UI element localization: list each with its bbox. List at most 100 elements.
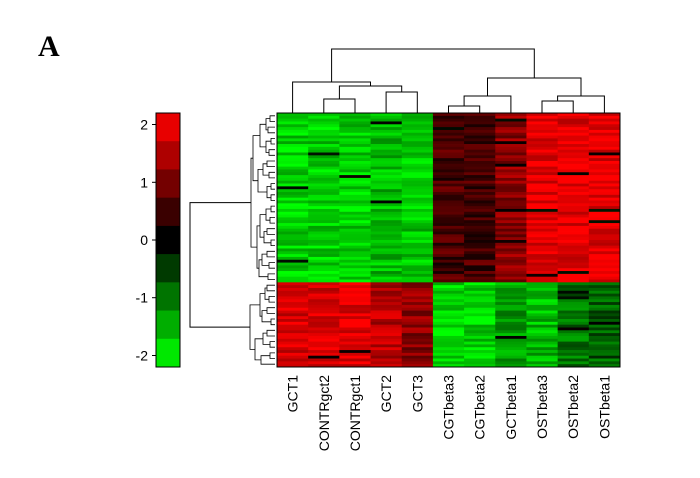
heatmap-cell bbox=[526, 296, 559, 300]
heatmap-cell bbox=[464, 352, 496, 357]
heatmap-cell bbox=[308, 293, 340, 297]
heatmap-cell bbox=[432, 344, 465, 348]
heatmap-cell bbox=[526, 186, 559, 190]
heatmap-cell bbox=[432, 225, 465, 230]
heatmap-cell bbox=[432, 234, 465, 238]
heatmap-cell bbox=[588, 220, 621, 224]
heatmap-cell bbox=[339, 296, 371, 300]
heatmap-cell bbox=[557, 262, 590, 266]
heatmap-cell bbox=[495, 203, 527, 207]
heatmap-cell bbox=[401, 183, 434, 187]
heatmap-cell bbox=[464, 234, 496, 238]
heatmap-cell bbox=[495, 234, 527, 238]
heatmap-cell bbox=[339, 208, 371, 213]
column-label: GCT2 bbox=[378, 375, 394, 413]
dendrogram-link bbox=[259, 123, 266, 148]
heatmap-cell bbox=[339, 225, 371, 230]
heatmap-cell bbox=[588, 132, 621, 136]
heatmap-cell bbox=[495, 225, 527, 230]
heatmap-cell bbox=[401, 256, 434, 261]
heatmap-cell bbox=[495, 169, 527, 173]
heatmap-cell bbox=[432, 313, 465, 317]
heatmap-cell bbox=[339, 186, 371, 190]
heatmap-cell bbox=[370, 341, 403, 345]
heatmap-cell bbox=[526, 358, 559, 362]
heatmap-cell bbox=[588, 217, 621, 221]
heatmap-cell bbox=[526, 313, 559, 317]
heatmap-cell bbox=[557, 307, 590, 311]
heatmap-cell bbox=[464, 228, 496, 232]
heatmap-cell bbox=[370, 158, 403, 162]
heatmap-cell bbox=[370, 335, 403, 340]
heatmap-cell bbox=[526, 245, 559, 249]
heatmap-cell bbox=[370, 290, 403, 295]
heatmap-cell bbox=[277, 132, 309, 136]
heatmap-cell bbox=[557, 271, 590, 275]
heatmap-cell bbox=[588, 341, 621, 345]
heatmap-cell bbox=[277, 237, 309, 241]
heatmap-cell bbox=[588, 183, 621, 187]
heatmap-cell bbox=[339, 358, 371, 362]
heatmap-cell bbox=[308, 206, 340, 210]
heatmap-cell bbox=[526, 251, 559, 255]
heatmap-cell bbox=[588, 293, 621, 297]
heatmap-cell bbox=[339, 259, 371, 263]
heatmap-cell bbox=[277, 254, 309, 258]
heatmap-cell bbox=[308, 231, 340, 235]
heatmap-cell bbox=[588, 160, 621, 165]
heatmap-cell bbox=[464, 180, 496, 184]
heatmap-cell bbox=[277, 350, 309, 354]
heatmap-cell bbox=[370, 304, 403, 309]
heatmap-cell bbox=[464, 124, 496, 128]
heatmap-cell bbox=[557, 290, 590, 295]
column-label: CONTRgct2 bbox=[316, 375, 332, 451]
heatmap-cell bbox=[526, 172, 559, 176]
heatmap-cell bbox=[339, 155, 371, 159]
heatmap-cell bbox=[339, 223, 371, 227]
colorbar-tick-label: 0 bbox=[140, 232, 148, 248]
heatmap-cell bbox=[308, 166, 340, 170]
heatmap-cell bbox=[588, 118, 621, 122]
heatmap-cell bbox=[432, 146, 465, 151]
heatmap-cell bbox=[308, 115, 340, 120]
heatmap-cell bbox=[495, 287, 527, 292]
heatmap-cell bbox=[464, 358, 496, 362]
heatmap-cell bbox=[339, 228, 371, 232]
dendrogram-root bbox=[189, 202, 245, 328]
heatmap-cell bbox=[526, 217, 559, 221]
column-label: GCT1 bbox=[285, 375, 301, 413]
heatmap-cell bbox=[401, 265, 434, 269]
heatmap-cell bbox=[464, 276, 496, 280]
heatmap-cell bbox=[308, 256, 340, 261]
heatmap-cell bbox=[588, 285, 621, 289]
heatmap-cell bbox=[557, 183, 590, 187]
heatmap-cell bbox=[277, 127, 309, 131]
heatmap-cell bbox=[432, 282, 465, 286]
heatmap-cell bbox=[526, 158, 559, 162]
heatmap-cell bbox=[370, 118, 403, 122]
heatmap-cell bbox=[401, 149, 434, 153]
heatmap-cell bbox=[370, 248, 403, 252]
heatmap-cell bbox=[557, 245, 590, 249]
heatmap-cell bbox=[277, 135, 309, 139]
heatmap-cell bbox=[308, 364, 340, 368]
heatmap-cell bbox=[370, 361, 403, 365]
heatmap-cell bbox=[401, 338, 434, 342]
heatmap-cell bbox=[370, 217, 403, 221]
heatmap-cell bbox=[495, 138, 527, 142]
heatmap-cell bbox=[557, 276, 590, 280]
dendrogram-link bbox=[260, 355, 270, 365]
heatmap-cell bbox=[526, 228, 559, 232]
heatmap-cell bbox=[557, 299, 590, 303]
heatmap-cell bbox=[308, 338, 340, 342]
heatmap-cell bbox=[401, 355, 434, 359]
heatmap-cell bbox=[557, 282, 590, 286]
heatmap-cell bbox=[370, 279, 403, 283]
heatmap-cell bbox=[401, 177, 434, 182]
heatmap-cell bbox=[588, 203, 621, 207]
heatmap-cell bbox=[588, 223, 621, 227]
heatmap-cell bbox=[401, 129, 434, 134]
heatmap-cell bbox=[495, 144, 527, 148]
heatmap-cell bbox=[526, 237, 559, 241]
heatmap-cell bbox=[557, 304, 590, 309]
